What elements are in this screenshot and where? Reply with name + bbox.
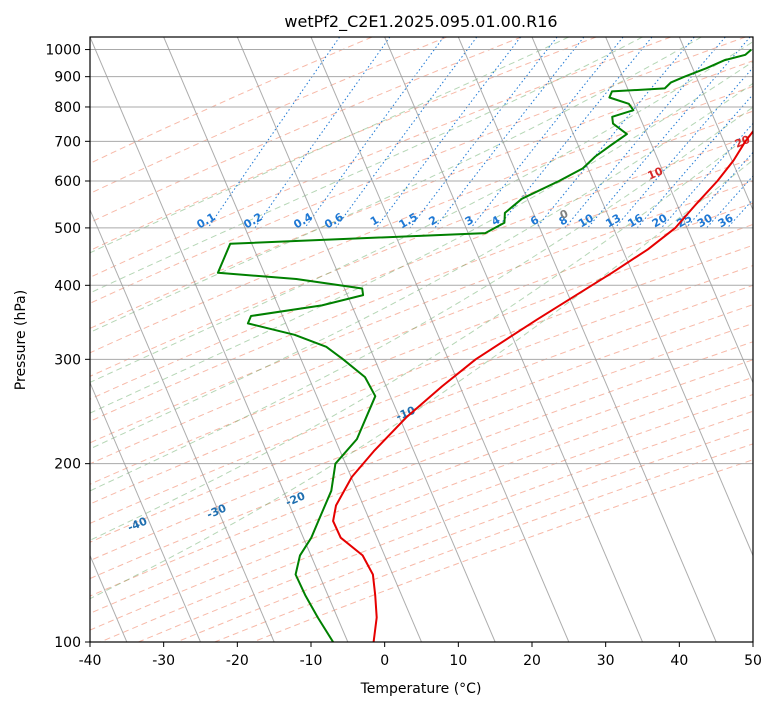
x-tick-label: -30 bbox=[152, 653, 175, 669]
x-tick-label: 20 bbox=[523, 653, 541, 669]
y-tick-label: 800 bbox=[54, 100, 81, 116]
isotherm-line bbox=[457, 37, 717, 642]
mixing-ratio-line bbox=[254, 37, 391, 229]
x-tick-label: 50 bbox=[744, 653, 762, 669]
isotherm-label-positive: 10 bbox=[646, 164, 665, 182]
isotherm-line bbox=[310, 37, 570, 642]
temperature-line bbox=[332, 129, 753, 642]
y-tick-label: 700 bbox=[54, 134, 81, 150]
isotherm-line bbox=[90, 208, 275, 642]
moist-adiabats bbox=[90, 37, 753, 600]
x-axis-ticks: -40 -30 -20 -10 0 10 20 30 40 50 bbox=[79, 642, 762, 669]
dry-adiabats bbox=[90, 37, 753, 642]
x-tick-label: 0 bbox=[380, 653, 389, 669]
y-tick-label: 600 bbox=[54, 174, 81, 190]
isotherm-line bbox=[90, 37, 349, 642]
dry-adiabat bbox=[90, 341, 753, 597]
dry-adiabat bbox=[90, 223, 753, 485]
mixing-ratio-line bbox=[335, 37, 478, 229]
mixing-ratio-line bbox=[636, 93, 753, 229]
isotherm-line bbox=[531, 37, 753, 557]
data-series bbox=[216, 48, 753, 642]
mixing-ratio-line bbox=[207, 37, 341, 229]
x-tick-label: 10 bbox=[449, 653, 467, 669]
dry-adiabat bbox=[90, 157, 753, 422]
y-tick-label: 900 bbox=[54, 70, 81, 86]
dry-adiabat bbox=[90, 37, 447, 195]
dry-adiabat bbox=[90, 284, 753, 543]
mixing-ratio-lines bbox=[207, 37, 753, 229]
dry-adiabat bbox=[90, 359, 753, 614]
dry-adiabat bbox=[90, 37, 746, 304]
y-tick-label: 500 bbox=[54, 221, 81, 237]
y-tick-label: 200 bbox=[54, 457, 81, 473]
isotherm-line bbox=[236, 37, 496, 642]
dry-adiabat bbox=[90, 304, 753, 562]
mixing-ratio-line bbox=[470, 37, 624, 229]
x-tick-label: -40 bbox=[79, 653, 102, 669]
plot-frame bbox=[89, 36, 754, 643]
moist-adiabat bbox=[90, 61, 753, 414]
dry-adiabat bbox=[90, 180, 753, 444]
mixing-ratio-line bbox=[304, 37, 445, 229]
mixing-ratio-line bbox=[564, 37, 726, 229]
dry-adiabat bbox=[90, 60, 753, 329]
isotherm-line bbox=[163, 37, 422, 642]
moist-adiabat bbox=[90, 106, 753, 492]
moist-adiabat bbox=[90, 37, 643, 294]
isotherm-line bbox=[90, 381, 201, 642]
dry-adiabat bbox=[90, 110, 753, 377]
dry-adiabat bbox=[90, 134, 753, 400]
y-tick-label: 400 bbox=[54, 278, 81, 294]
x-axis-label: Temperature (°C) bbox=[360, 681, 482, 697]
isotherm-line bbox=[678, 37, 753, 212]
y-tick-label: 100 bbox=[54, 635, 81, 651]
x-tick-label: -20 bbox=[226, 653, 249, 669]
dry-adiabat bbox=[90, 37, 522, 224]
moist-adiabat bbox=[90, 159, 753, 600]
plot-area: 0.1 0.2 0.4 0.6 1 1.5 2 3 4 6 8 10 13 16 20 25 30 36-10-2… bbox=[90, 37, 753, 642]
dry-adiabat bbox=[90, 85, 753, 354]
y-axis-label: Pressure (hPa) bbox=[13, 290, 29, 390]
y-tick-label: 300 bbox=[54, 352, 81, 368]
isotherm-line bbox=[605, 37, 753, 384]
isotherm-line bbox=[384, 37, 643, 642]
dewpoint-line bbox=[216, 48, 752, 642]
pressure-gridlines bbox=[90, 49, 753, 642]
isotherm-gridlines bbox=[90, 37, 753, 642]
dry-adiabat bbox=[100, 394, 753, 642]
y-axis-ticks: 1000 900 800 700 600 500 400 300 200 100 bbox=[45, 43, 90, 651]
mixing-ratio-line bbox=[375, 37, 521, 229]
dry-adiabat bbox=[90, 244, 753, 505]
mixing-ratio-line bbox=[497, 37, 653, 229]
chart-title: wetPf2_C2E1.2025.095.01.00.R16 bbox=[284, 12, 557, 32]
x-tick-label: 30 bbox=[597, 653, 615, 669]
x-tick-label: 40 bbox=[670, 653, 688, 669]
x-tick-label: -10 bbox=[300, 653, 323, 669]
moist-adiabat bbox=[90, 37, 570, 254]
y-tick-label: 1000 bbox=[45, 43, 81, 59]
